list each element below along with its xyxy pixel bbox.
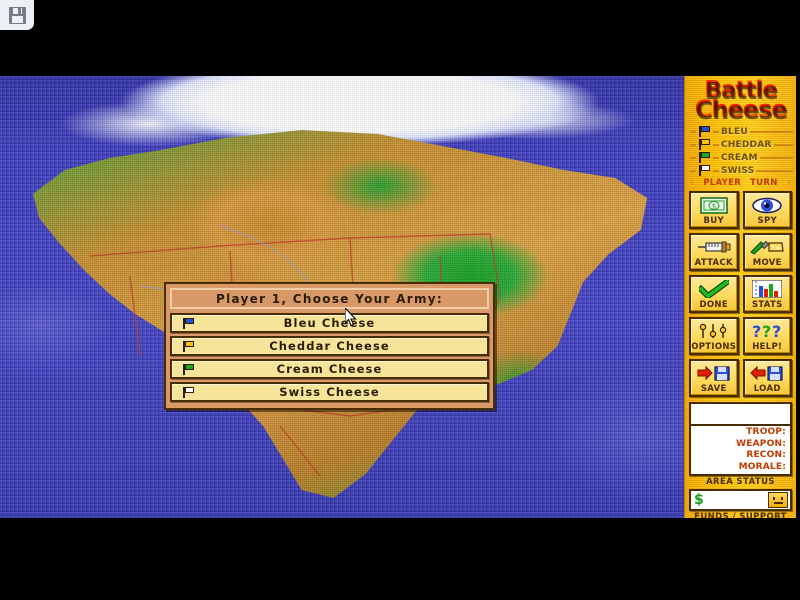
game-hud-panel: Battle Cheese BLEU xyxy=(684,76,796,518)
question-marks-icon: ? ? ? xyxy=(750,321,784,341)
legend-label-swiss: SWISS xyxy=(721,165,755,176)
stats-button[interactable]: STATS xyxy=(742,275,792,314)
title-line-1: Battle xyxy=(685,79,796,102)
army-option-list: Bleu Cheese Cheddar Cheese Cream Cheese xyxy=(170,313,489,402)
army-option-swiss[interactable]: Swiss Cheese xyxy=(170,382,489,402)
flag-icon-cheddar xyxy=(698,139,711,151)
player-turn-row: ↑ PLAYER TURN ↑ xyxy=(685,178,796,188)
knife-cheese-icon xyxy=(750,237,784,257)
attack-label: ATTACK xyxy=(694,258,733,269)
money-icon: $ xyxy=(700,195,728,215)
dialog-title: Player 1, Choose Your Army: xyxy=(170,288,489,309)
funds-support-caption: FUNDS / SUPPORT xyxy=(694,512,787,518)
legend-label-bleu: BLEU xyxy=(721,126,748,137)
army-option-cheddar[interactable]: Cheddar Cheese xyxy=(170,336,489,356)
load-label: LOAD xyxy=(753,384,781,395)
army-option-bleu-label: Bleu Cheese xyxy=(283,316,376,330)
area-status-box: TROOP: WEAPON: RECON: MORALE: xyxy=(689,402,792,477)
funds-bar: $ xyxy=(689,489,792,512)
legend-label-cheddar: CHEDDAR xyxy=(721,139,772,150)
sliders-icon xyxy=(698,321,730,341)
legend-row-cream: CREAM xyxy=(690,151,793,164)
move-button[interactable]: MOVE xyxy=(742,233,792,272)
spy-button[interactable]: SPY xyxy=(742,191,792,230)
legend-row-swiss: SWISS xyxy=(690,164,793,177)
svg-text:?: ? xyxy=(752,322,761,340)
buy-button[interactable]: $ BUY xyxy=(689,191,739,230)
title-line-2: Cheese xyxy=(685,97,796,122)
game-viewport: Battle Cheese BLEU xyxy=(0,76,796,518)
status-row-recon: RECON: xyxy=(746,450,786,461)
arrow-right-floppy-icon xyxy=(697,363,731,383)
save-label: SAVE xyxy=(700,384,727,395)
checkmark-icon xyxy=(698,279,729,299)
command-button-grid: $ BUY SPY xyxy=(685,188,796,398)
spy-label: SPY xyxy=(757,216,777,227)
load-button[interactable]: LOAD xyxy=(742,359,792,398)
flag-icon-cream xyxy=(698,152,711,164)
floppy-save-icon[interactable] xyxy=(8,6,26,24)
army-option-cream-label: Cream Cheese xyxy=(276,362,383,376)
area-status-title-slot xyxy=(691,404,790,427)
flag-icon-bleu xyxy=(698,126,711,138)
flag-icon-swiss-option xyxy=(182,386,195,398)
army-option-bleu[interactable]: Bleu Cheese xyxy=(170,313,489,333)
svg-text:$: $ xyxy=(712,202,716,210)
done-label: DONE xyxy=(699,300,728,311)
player-label: PLAYER xyxy=(703,178,742,189)
svg-text:?: ? xyxy=(772,322,781,340)
arrow-left-floppy-icon xyxy=(750,363,784,383)
save-button[interactable]: SAVE xyxy=(689,359,739,398)
bar-chart-icon xyxy=(752,279,783,299)
flag-icon-bleu-option xyxy=(182,317,195,329)
army-option-cream[interactable]: Cream Cheese xyxy=(170,359,489,379)
flag-icon-swiss xyxy=(698,165,711,177)
dollar-icon: $ xyxy=(694,492,704,509)
options-button[interactable]: OPTIONS xyxy=(689,317,739,356)
turn-label: TURN xyxy=(750,178,778,189)
os-toolbar xyxy=(0,0,34,30)
area-status-rows: TROOP: WEAPON: RECON: MORALE: xyxy=(691,426,790,473)
stats-label: STATS xyxy=(751,300,783,311)
neutral-face-icon xyxy=(768,492,788,509)
eye-icon xyxy=(752,195,782,215)
legend-label-cream: CREAM xyxy=(721,152,758,163)
flag-icon-cheddar-option xyxy=(182,340,195,352)
status-row-morale: MORALE: xyxy=(738,461,786,472)
help-button[interactable]: ? ? ? HELP! xyxy=(742,317,792,356)
legend-row-cheddar: CHEDDAR xyxy=(690,138,793,151)
status-row-weapon: WEAPON: xyxy=(736,438,786,449)
syringe-icon xyxy=(697,237,731,257)
arrow-up-right-icon: ↑ xyxy=(786,178,792,189)
army-option-cheddar-label: Cheddar Cheese xyxy=(269,339,390,353)
game-title: Battle Cheese xyxy=(685,76,796,121)
buy-label: BUY xyxy=(703,216,724,227)
options-label: OPTIONS xyxy=(691,342,737,353)
army-legend: BLEU CHEDDAR xyxy=(690,125,793,177)
help-label: HELP! xyxy=(752,342,783,353)
move-label: MOVE xyxy=(752,258,782,269)
flag-icon-cream-option xyxy=(182,363,195,375)
svg-text:?: ? xyxy=(762,322,771,340)
army-option-swiss-label: Swiss Cheese xyxy=(279,385,380,399)
attack-button[interactable]: ATTACK xyxy=(689,233,739,272)
arrow-up-left-icon: ↑ xyxy=(689,178,695,189)
done-button[interactable]: DONE xyxy=(689,275,739,314)
status-row-troop: TROOP: xyxy=(746,427,786,438)
legend-row-bleu: BLEU xyxy=(690,125,793,138)
choose-army-dialog: Player 1, Choose Your Army: Bleu Cheese … xyxy=(164,282,495,410)
area-status-caption: AREA STATUS xyxy=(706,477,775,488)
